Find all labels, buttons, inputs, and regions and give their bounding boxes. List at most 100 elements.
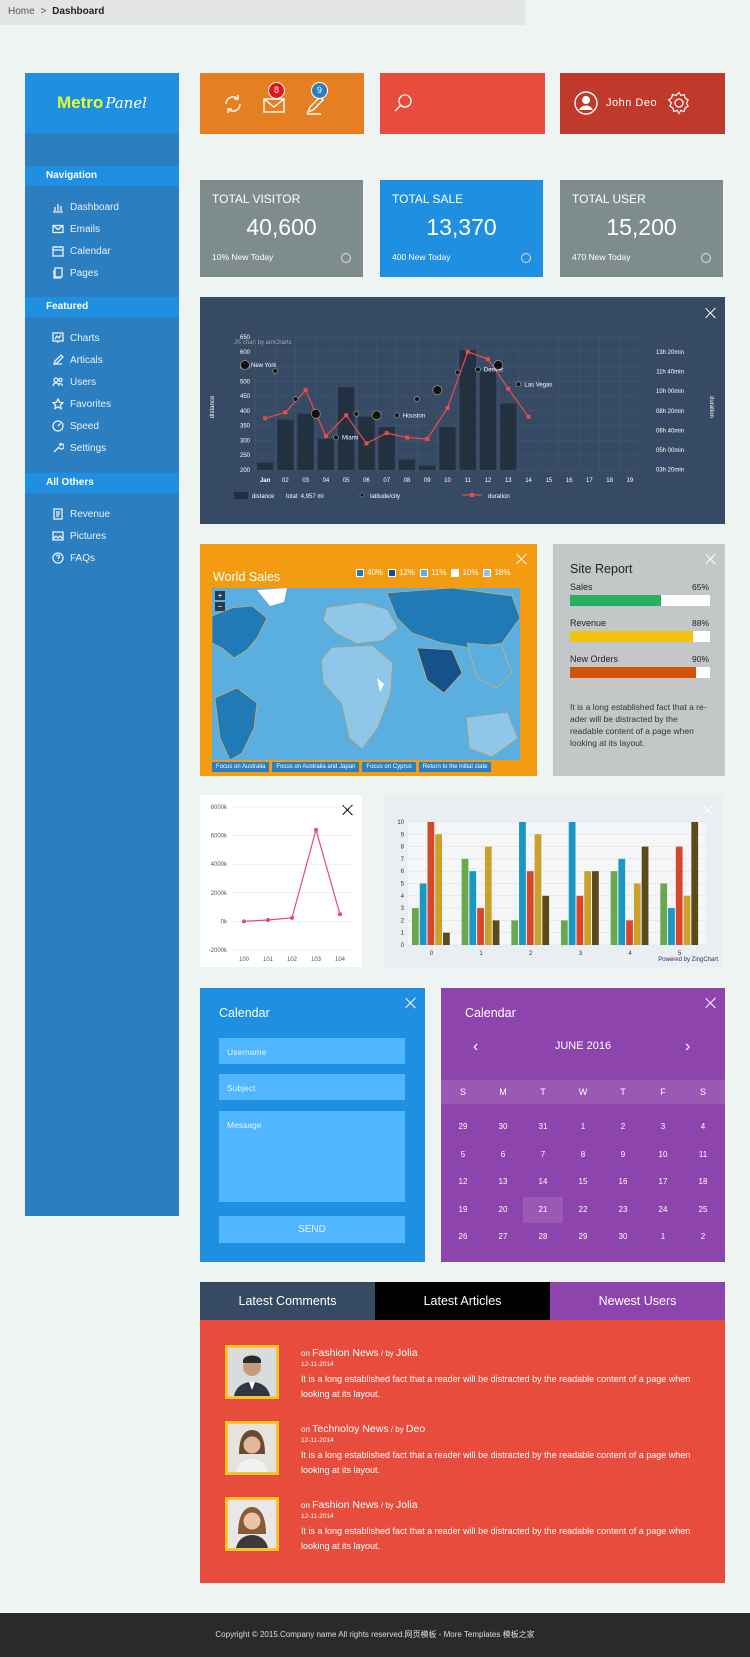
legend-item[interactable]: 12% bbox=[388, 568, 415, 577]
sidebar-item-charts[interactable]: Charts bbox=[52, 332, 99, 344]
close-icon[interactable] bbox=[705, 553, 717, 565]
sidebar-item-speed[interactable]: Speed bbox=[52, 420, 99, 432]
info-icon[interactable] bbox=[701, 253, 711, 263]
user-name[interactable]: John Deo bbox=[606, 97, 658, 109]
focus-australia-button[interactable]: Focus on Australia bbox=[212, 762, 270, 772]
sidebar-item-pictures[interactable]: Pictures bbox=[52, 530, 106, 542]
close-icon[interactable] bbox=[516, 553, 528, 565]
calendar-day[interactable]: 8 bbox=[580, 1149, 586, 1159]
sidebar-item-revenue[interactable]: Revenue bbox=[52, 508, 110, 520]
info-icon[interactable] bbox=[341, 253, 351, 263]
calendar-day[interactable]: 4 bbox=[700, 1122, 706, 1131]
article-author[interactable]: Deo bbox=[405, 1423, 426, 1435]
sidebar-item-label: Dashboard bbox=[70, 201, 119, 213]
avatar[interactable] bbox=[225, 1345, 279, 1399]
calendar-day[interactable]: 1 bbox=[660, 1232, 666, 1241]
focus-australia-japan-button[interactable]: Focus on Australia and Japan bbox=[272, 762, 360, 772]
calendar-day[interactable]: 16 bbox=[618, 1177, 628, 1186]
sidebar-item-favorites[interactable]: Favorites bbox=[52, 398, 111, 410]
calendar-day[interactable]: 7 bbox=[540, 1149, 546, 1159]
calendar-day[interactable]: 25 bbox=[698, 1204, 708, 1214]
calendar-day[interactable]: 14 bbox=[538, 1177, 548, 1186]
reset-map-button[interactable]: Return to the initial state bbox=[418, 762, 492, 772]
world-map[interactable] bbox=[212, 588, 520, 760]
calendar-day[interactable]: 24 bbox=[658, 1204, 668, 1214]
calendar-day[interactable]: 30 bbox=[618, 1232, 628, 1241]
breadcrumb-home[interactable]: Home bbox=[8, 6, 35, 17]
calendar-day[interactable]: 1 bbox=[580, 1122, 586, 1131]
avatar[interactable] bbox=[225, 1421, 279, 1475]
avatar[interactable] bbox=[225, 1497, 279, 1551]
logo[interactable]: Metro Panel bbox=[25, 73, 179, 133]
sidebar-item-settings[interactable]: Settings bbox=[52, 442, 106, 454]
legend-item[interactable]: 10% bbox=[451, 568, 478, 577]
avatar[interactable] bbox=[574, 91, 598, 115]
calendar-day[interactable]: 28 bbox=[538, 1232, 548, 1241]
close-icon[interactable] bbox=[405, 997, 417, 1009]
calendar-day[interactable]: 12 bbox=[458, 1177, 468, 1186]
tab-latest-articles[interactable]: Latest Articles bbox=[375, 1282, 550, 1320]
search-icon[interactable] bbox=[393, 93, 413, 113]
legend-item[interactable]: 18% bbox=[483, 568, 510, 577]
sidebar-item-faqs[interactable]: FAQs bbox=[52, 552, 95, 564]
message-field[interactable]: Message bbox=[219, 1111, 405, 1202]
info-icon[interactable] bbox=[521, 253, 531, 263]
sidebar-item-dashboard[interactable]: Dashboard bbox=[52, 201, 119, 213]
calendar-day[interactable]: 3 bbox=[660, 1122, 666, 1131]
calendar-day[interactable]: 27 bbox=[498, 1232, 508, 1241]
zoom-in-button[interactable]: + bbox=[215, 591, 225, 600]
sidebar-item-pages[interactable]: Pages bbox=[52, 267, 98, 279]
calendar-day[interactable]: 5 bbox=[460, 1149, 466, 1159]
calendar-day[interactable]: 22 bbox=[578, 1204, 588, 1214]
refresh-icon[interactable] bbox=[222, 93, 244, 115]
calendar-day[interactable]: 11 bbox=[698, 1149, 708, 1159]
sidebar-item-calendar[interactable]: Calendar bbox=[52, 245, 111, 257]
sidebar-item-users[interactable]: Users bbox=[52, 376, 96, 388]
username-field[interactable]: Username bbox=[219, 1038, 405, 1064]
tab-latest-comments[interactable]: Latest Comments bbox=[200, 1282, 375, 1320]
legend-item[interactable]: 11% bbox=[420, 568, 446, 577]
calendar-day[interactable]: 17 bbox=[658, 1177, 668, 1186]
zoom-out-button[interactable]: − bbox=[215, 602, 225, 611]
article-author[interactable]: Jolia bbox=[396, 1347, 418, 1359]
calendar-day[interactable]: 2 bbox=[620, 1122, 626, 1131]
subject-field[interactable]: Subject bbox=[219, 1074, 405, 1100]
tab-newest-users[interactable]: Newest Users bbox=[550, 1282, 725, 1320]
mail-icon[interactable] bbox=[263, 95, 285, 113]
calendar-day[interactable]: 26 bbox=[458, 1232, 468, 1241]
calendar-day[interactable]: 10 bbox=[658, 1149, 668, 1159]
calendar-day[interactable]: 2 bbox=[700, 1232, 706, 1241]
calendar-day[interactable]: 29 bbox=[578, 1232, 588, 1241]
prev-month-button[interactable]: ‹ bbox=[473, 1038, 479, 1055]
calendar-day[interactable]: 21 bbox=[523, 1196, 563, 1223]
next-month-button[interactable]: › bbox=[685, 1038, 691, 1055]
calendar-day[interactable]: 13 bbox=[498, 1177, 508, 1186]
calendar-day[interactable]: 30 bbox=[498, 1122, 508, 1131]
search-tile[interactable] bbox=[380, 73, 545, 134]
bar bbox=[461, 858, 469, 945]
legend-item[interactable]: 40% bbox=[356, 568, 383, 577]
article-author[interactable]: Jolia bbox=[396, 1499, 418, 1511]
article-category[interactable]: Technoloy News bbox=[312, 1423, 389, 1435]
article-category[interactable]: Fashion News bbox=[312, 1347, 379, 1359]
sidebar-item-articals[interactable]: Articals bbox=[52, 354, 103, 366]
calendar-day[interactable]: 6 bbox=[500, 1149, 506, 1159]
quick-actions-tile: 8 9 bbox=[200, 73, 364, 134]
calendar-day[interactable]: 20 bbox=[498, 1204, 508, 1214]
calendar-day[interactable]: 18 bbox=[698, 1177, 708, 1186]
calendar-day[interactable]: 19 bbox=[458, 1204, 468, 1214]
calendar-day[interactable]: 23 bbox=[618, 1204, 628, 1214]
bar bbox=[511, 920, 519, 945]
close-icon[interactable] bbox=[705, 997, 717, 1009]
calendar-day[interactable]: 29 bbox=[458, 1122, 468, 1131]
calendar-day[interactable]: 31 bbox=[538, 1122, 548, 1131]
gear-icon[interactable] bbox=[667, 91, 691, 115]
article-category[interactable]: Fashion News bbox=[312, 1499, 379, 1511]
calendar-day[interactable]: 15 bbox=[578, 1177, 588, 1186]
bar bbox=[443, 932, 450, 945]
sidebar-item-label: Charts bbox=[70, 332, 100, 344]
send-button[interactable]: SEND bbox=[219, 1216, 405, 1243]
calendar-day[interactable]: 9 bbox=[620, 1149, 626, 1159]
sidebar-item-emails[interactable]: Emails bbox=[52, 223, 100, 235]
focus-cyprus-button[interactable]: Focus on Cyprus bbox=[362, 762, 416, 772]
